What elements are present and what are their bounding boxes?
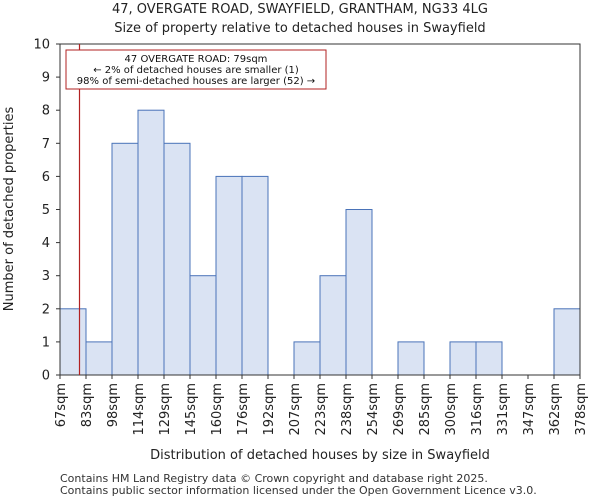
annotation-box (65, 49, 327, 90)
x-tick-label: 316sqm (470, 383, 485, 436)
y-tick-label: 3 (42, 269, 50, 284)
x-tick-label: 300sqm (444, 383, 459, 436)
x-tick-label: 145sqm (184, 383, 199, 436)
bar-98sqm (111, 142, 139, 376)
bar-176sqm (241, 175, 269, 376)
x-tick-label: 285sqm (418, 383, 433, 436)
bar-114sqm (137, 109, 165, 376)
x-tick-label: 347sqm (522, 383, 537, 436)
bar-145sqm (189, 275, 217, 376)
x-tick-label: 378sqm (574, 383, 589, 436)
x-tick-label: 83sqm (80, 383, 95, 427)
chart-subtitle: Size of property relative to detached ho… (114, 21, 485, 36)
annotation-line-2: ← 2% of detached houses are smaller (1) (93, 65, 299, 76)
bar-207sqm (293, 341, 321, 376)
bar-160sqm (215, 175, 243, 376)
bar-223sqm (319, 275, 347, 376)
x-tick-label: 238sqm (340, 383, 355, 436)
chart-title: 47, OVERGATE ROAD, SWAYFIELD, GRANTHAM, … (112, 2, 488, 17)
bar-67sqm (59, 308, 87, 376)
bar-129sqm (163, 142, 191, 376)
annotation-line-3: 98% of semi-detached houses are larger (… (77, 76, 315, 87)
annotation-line-1: 47 OVERGATE ROAD: 79sqm (125, 54, 268, 65)
x-tick-label: 114sqm (132, 383, 147, 436)
plot-frame (59, 43, 581, 376)
y-ticks-group: 0 1 2 3 4 5 6 7 8 9 10 (33, 38, 60, 384)
x-tick-label: 67sqm (54, 383, 69, 427)
y-tick-label: 7 (42, 137, 50, 152)
y-tick-label: 0 (42, 369, 50, 384)
x-tick-label: 160sqm (210, 383, 225, 436)
y-axis-label: Number of detached properties (2, 107, 17, 312)
x-tick-label: 362sqm (548, 383, 563, 436)
x-tick-label: 223sqm (314, 383, 329, 436)
bar-300sqm (449, 341, 477, 376)
x-tick-label: 269sqm (392, 383, 407, 436)
y-tick-label: 9 (42, 71, 50, 86)
bar-316sqm (475, 341, 503, 376)
y-tick-label: 5 (42, 203, 50, 218)
bar-238sqm (345, 209, 373, 376)
x-tick-label: 254sqm (366, 383, 381, 436)
y-tick-label: 10 (33, 38, 50, 53)
x-tick-label: 207sqm (288, 383, 303, 436)
bars-group (59, 109, 581, 376)
x-tick-label: 176sqm (236, 383, 251, 436)
bar-269sqm (397, 341, 425, 376)
x-tick-label: 129sqm (158, 383, 173, 436)
y-tick-label: 2 (42, 302, 50, 317)
x-ticks-group: 67sqm 83sqm 98sqm 114sqm 129sqm 145sqm 160sqm 1… (54, 375, 589, 436)
y-tick-label: 4 (42, 236, 50, 251)
y-tick-label: 6 (42, 170, 50, 185)
x-axis-label: Distribution of detached houses by size … (150, 448, 490, 463)
x-tick-label: 331sqm (496, 383, 511, 436)
x-tick-label: 98sqm (106, 383, 121, 427)
footer-line-2: Contains public sector information licen… (60, 484, 537, 497)
y-tick-label: 1 (42, 335, 50, 350)
footer-line-1: Contains HM Land Registry data © Crown c… (60, 472, 488, 485)
y-tick-label: 8 (42, 104, 50, 119)
x-tick-label: 192sqm (262, 383, 277, 436)
bar-83sqm (85, 341, 113, 376)
bar-362sqm (553, 308, 581, 376)
